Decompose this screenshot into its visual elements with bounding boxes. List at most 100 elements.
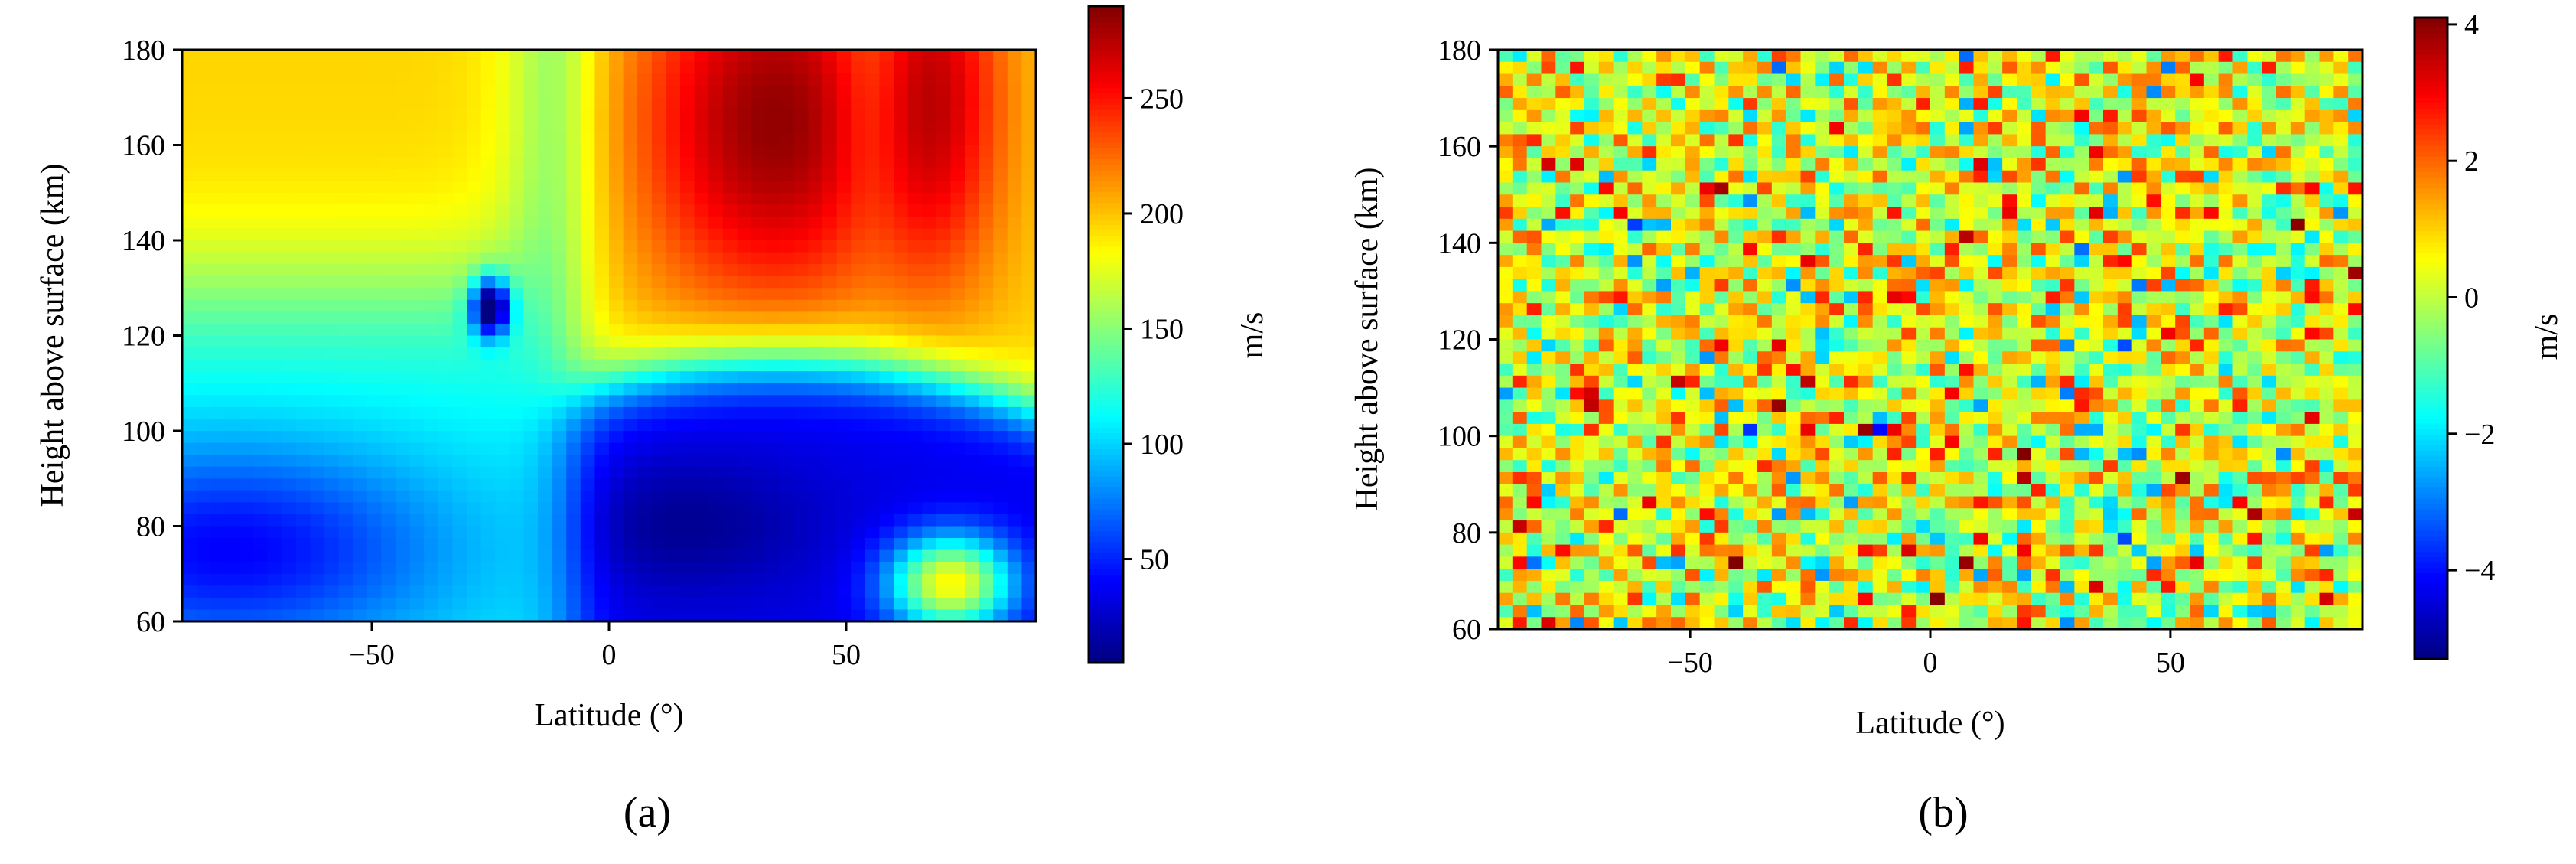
heat-cell: [1944, 364, 1960, 377]
y-tick-label: 80: [136, 511, 165, 543]
heat-cell: [1887, 532, 1902, 546]
heat-cell: [495, 276, 510, 289]
heat-cell: [965, 252, 980, 265]
heat-cell: [366, 85, 382, 98]
heat-cell: [310, 455, 325, 468]
heat-cell: [366, 145, 382, 158]
heat-cell: [808, 323, 823, 337]
heat-cell: [1930, 266, 1946, 280]
heat-cell: [950, 264, 966, 277]
heat-cell: [224, 371, 239, 384]
heat-cell: [851, 132, 866, 146]
heat-cell: [523, 431, 539, 444]
heat-cell: [552, 264, 567, 277]
heat-cell: [2045, 448, 2061, 461]
heat-cell: [1858, 532, 1874, 546]
heat-cell: [1570, 460, 1585, 473]
heat-cell: [1771, 399, 1787, 412]
heat-cell: [1627, 291, 1643, 304]
heat-cell: [1613, 544, 1629, 557]
heat-cell: [894, 85, 909, 98]
heat-cell: [381, 145, 396, 158]
heat-cell: [594, 228, 610, 241]
heat-cell: [495, 359, 510, 372]
heat-cell: [2074, 412, 2089, 425]
heat-cell: [694, 204, 709, 217]
heat-cell: [1541, 412, 1556, 425]
heat-cell: [495, 109, 510, 122]
heat-cell: [1844, 230, 1859, 243]
heat-cell: [1584, 508, 1600, 521]
heat-cell: [1021, 431, 1037, 444]
heat-cell: [780, 157, 795, 170]
heat-cell: [1498, 544, 1513, 557]
heat-cell: [310, 264, 325, 277]
heat-cell: [523, 383, 539, 396]
heat-cell: [1786, 158, 1802, 171]
heat-cell: [993, 335, 1008, 348]
heat-cell: [1959, 194, 1975, 207]
heat-cell: [580, 371, 595, 384]
heat-cell: [1771, 339, 1787, 352]
heat-cell: [708, 597, 724, 611]
heat-cell: [381, 204, 396, 217]
heat-cell: [1800, 556, 1816, 569]
heat-cell: [2045, 218, 2061, 232]
heat-cell: [1007, 573, 1022, 586]
heat-cell: [182, 490, 197, 503]
heat-cell: [765, 538, 780, 551]
heat-cell: [338, 514, 353, 527]
heat-cell: [1728, 364, 1744, 377]
heat-cell: [396, 264, 411, 277]
heat-cell: [1714, 592, 1729, 606]
heat-cell: [979, 383, 994, 396]
heat-cell: [1498, 460, 1513, 473]
heat-cell: [894, 455, 909, 468]
heat-cell: [1656, 266, 1672, 280]
heat-cell: [594, 490, 610, 503]
heat-cell: [1858, 122, 1874, 135]
heat-cell: [1959, 291, 1975, 304]
heat-cell: [1771, 303, 1787, 316]
heat-cell: [452, 323, 467, 337]
heat-cell: [623, 597, 638, 611]
heat-cell: [765, 73, 780, 86]
heat-cell: [1844, 134, 1859, 147]
heat-cell: [722, 335, 738, 348]
heat-cell: [1021, 216, 1037, 230]
y-tick-label: 100: [122, 416, 165, 448]
heat-cell: [1526, 520, 1542, 533]
heat-cell: [210, 121, 226, 134]
heat-cell: [424, 157, 439, 170]
heat-cell: [310, 526, 325, 539]
heat-cell: [424, 252, 439, 265]
heat-cell: [1887, 266, 1902, 280]
heat-cell: [196, 276, 211, 289]
heat-cell: [182, 276, 197, 289]
heat-cell: [1901, 146, 1917, 159]
heat-cell: [894, 335, 909, 348]
heat-cell: [1872, 158, 1888, 171]
heat-cell: [1800, 448, 1816, 461]
heat-cell: [538, 85, 553, 98]
heat-cell: [1642, 279, 1657, 292]
heat-cell: [637, 252, 653, 265]
heat-cell: [950, 490, 966, 503]
heat-cell: [523, 549, 539, 562]
heat-cell: [282, 502, 297, 515]
heat-cell: [922, 549, 937, 562]
heat-cell: [1872, 532, 1888, 546]
heat-cell: [865, 371, 880, 384]
heat-cell: [2045, 279, 2061, 292]
heat-cell: [1728, 218, 1744, 232]
heat-cell: [366, 478, 382, 491]
heat-cell: [623, 121, 638, 134]
heat-cell: [879, 406, 894, 420]
heat-cell: [651, 609, 666, 622]
heat-cell: [1743, 423, 1758, 437]
heat-cell: [623, 585, 638, 598]
heat-cell: [1930, 170, 1946, 184]
heat-cell: [267, 383, 282, 396]
heat-cell: [1771, 291, 1787, 304]
colorbar-segment: [1089, 257, 1123, 264]
